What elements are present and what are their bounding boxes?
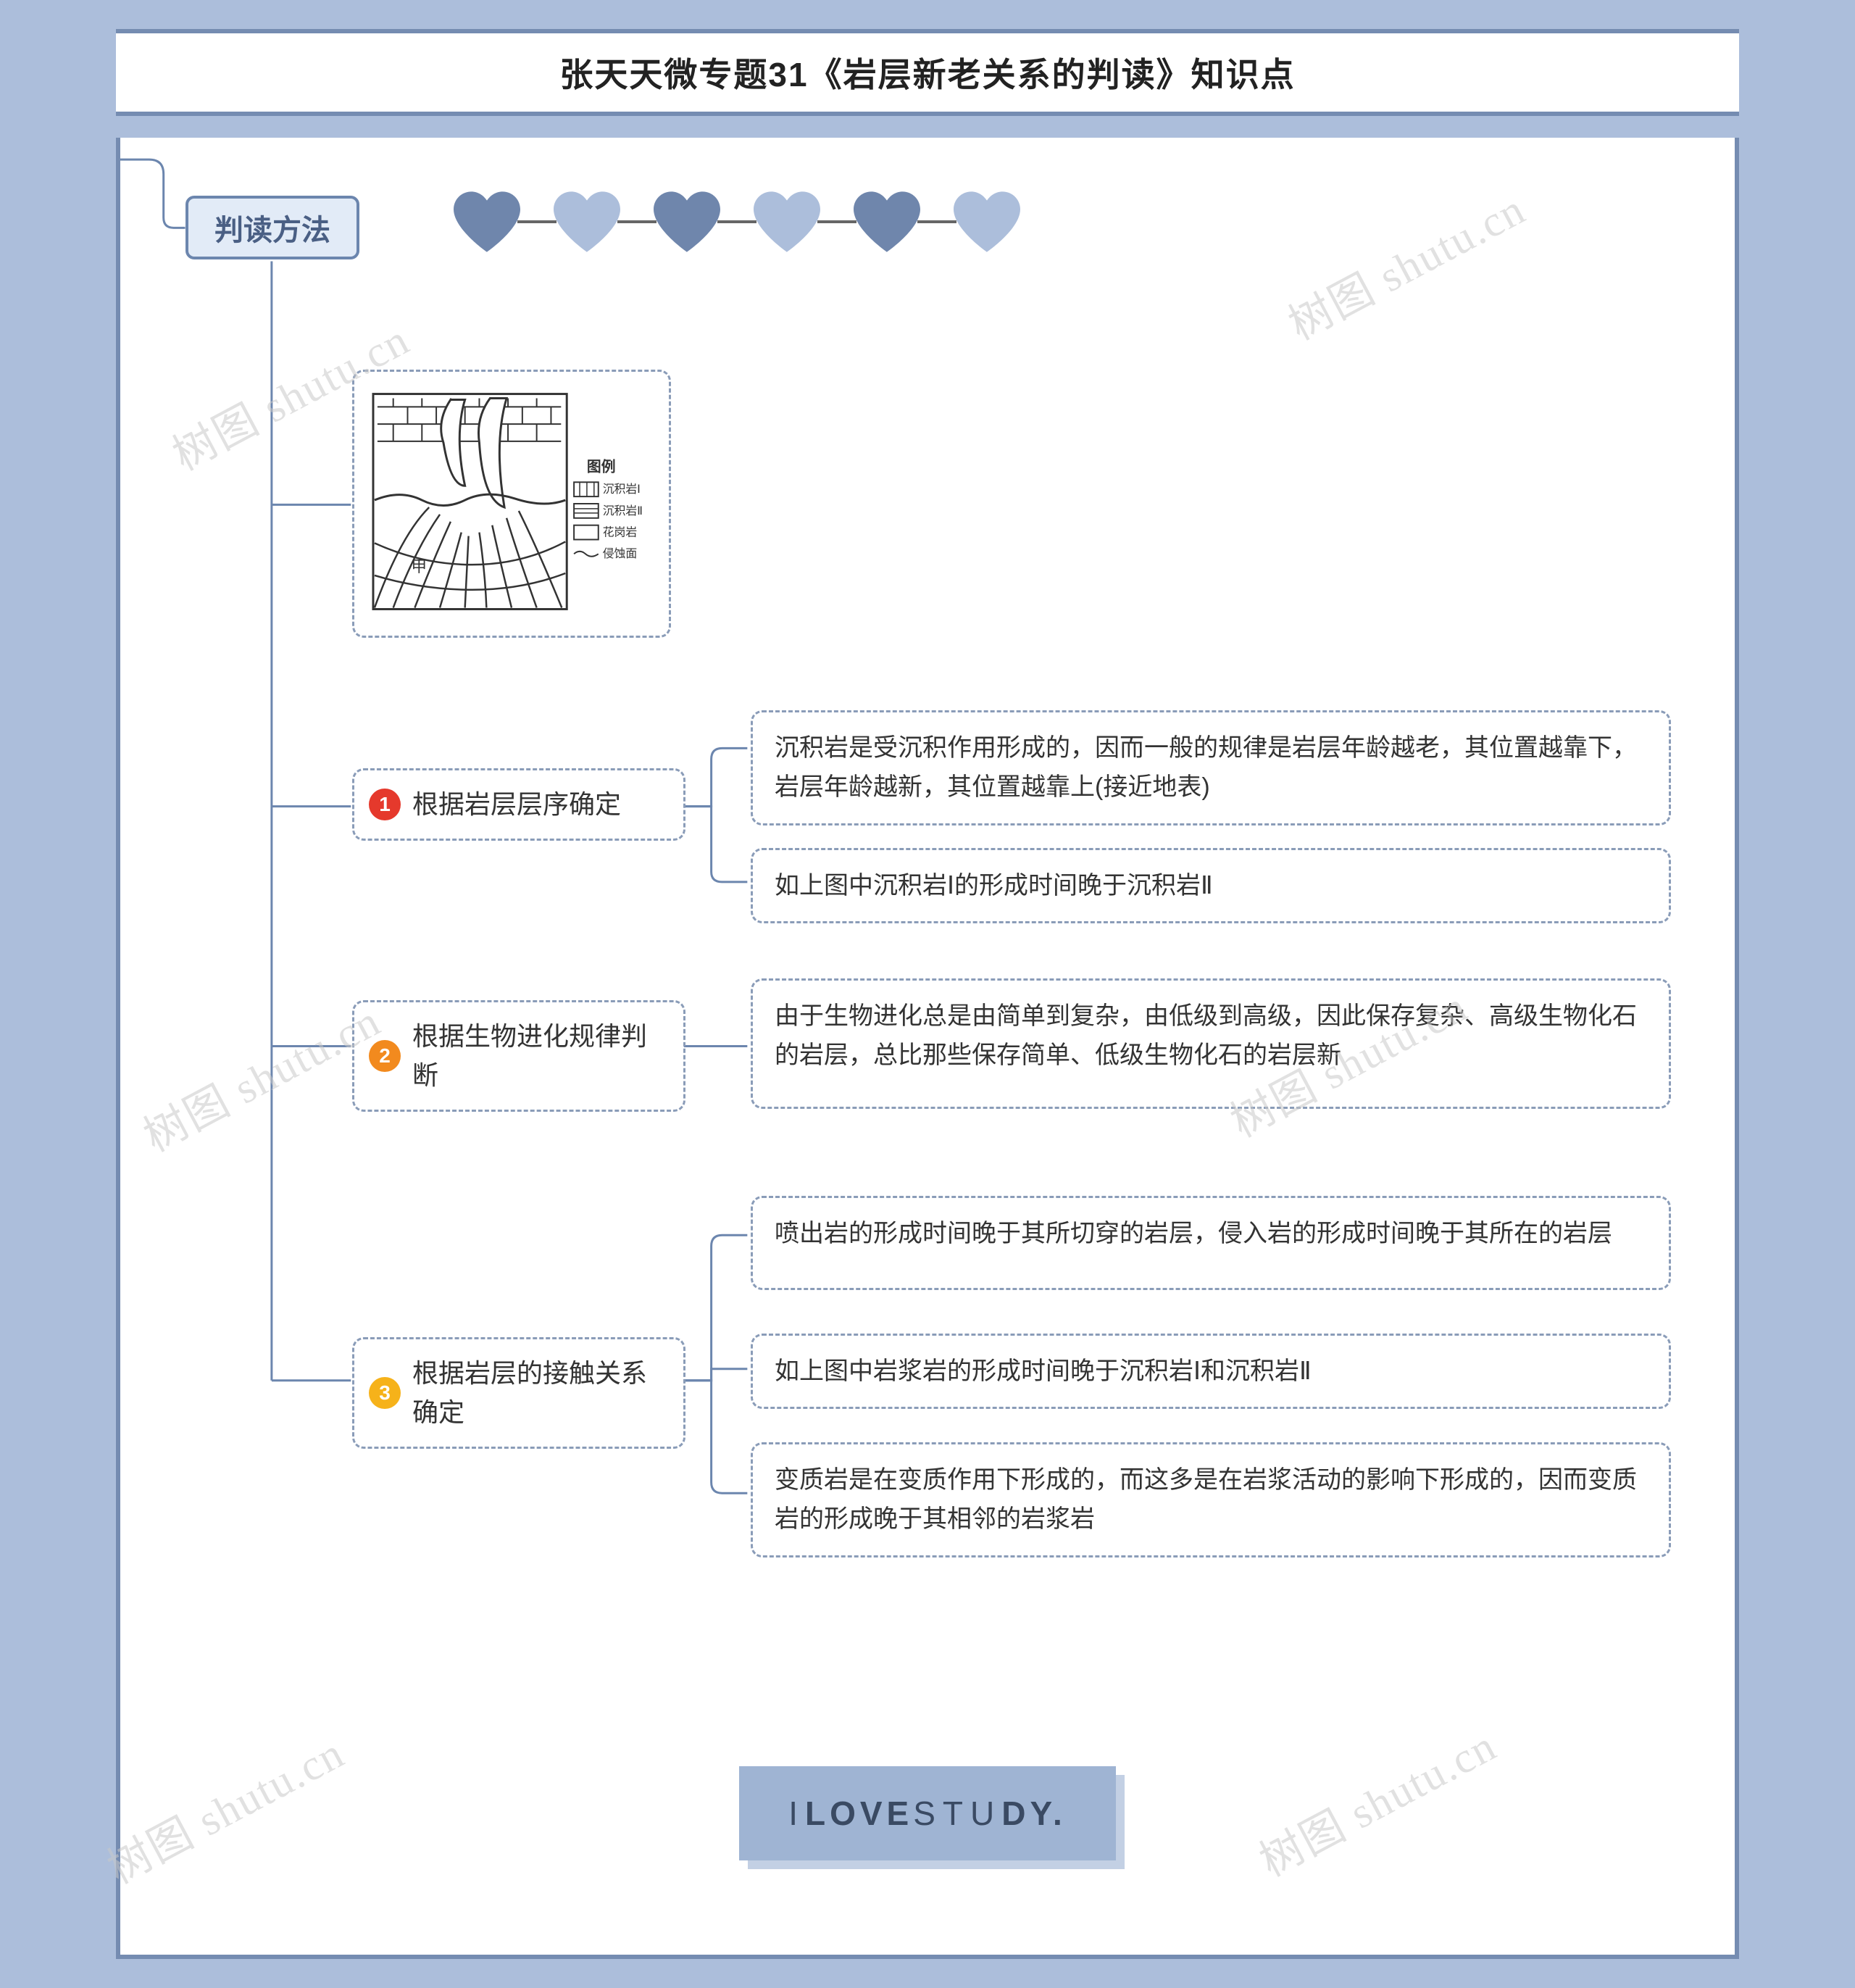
method-label: 根据岩层层序确定 <box>412 785 621 824</box>
page-title: 张天天微专题31《岩层新老关系的判读》知识点 <box>559 49 1295 96</box>
footer-text-3: STU <box>913 1794 1001 1833</box>
heart-icon <box>854 191 920 252</box>
heart-dash <box>817 220 856 223</box>
method-node-2: 2 根据生物进化规律判断 <box>352 1000 685 1112</box>
svg-text:侵蚀面: 侵蚀面 <box>603 547 637 560</box>
header-bar: 张天天微专题31《岩层新老关系的判读》知识点 <box>116 29 1739 116</box>
geo-diagram: 甲 图例 沉积岩Ⅰ 沉积岩Ⅱ 花岗岩 侵蚀面 <box>372 391 651 616</box>
canvas: 判读方法 <box>116 138 1739 1959</box>
geo-label-jia: 甲 <box>411 557 427 575</box>
svg-text:花岗岩: 花岗岩 <box>603 526 637 539</box>
svg-text:沉积岩Ⅰ: 沉积岩Ⅰ <box>603 483 641 496</box>
footer-badge: I LOVE STUDY. <box>739 1766 1116 1860</box>
heart-dash <box>617 220 656 223</box>
heart-icon <box>554 191 620 252</box>
corner-tl <box>80 29 112 61</box>
method-badge-3: 3 <box>369 1377 401 1409</box>
corner-tr <box>1743 29 1775 61</box>
footer-text-4: DY. <box>1001 1794 1067 1833</box>
method-node-1: 1 根据岩层层序确定 <box>352 768 685 841</box>
detail-node-3-1: 如上图中岩浆岩的形成时间晚于沉积岩Ⅰ和沉积岩Ⅱ <box>751 1334 1671 1409</box>
heart-icon <box>754 191 820 252</box>
method-label: 根据岩层的接触关系确定 <box>412 1354 663 1432</box>
heart-icon <box>954 191 1020 252</box>
svg-text:沉积岩Ⅱ: 沉积岩Ⅱ <box>603 504 643 517</box>
detail-node-2-0: 由于生物进化总是由简单到复杂，由低级到高级，因此保存复杂、高级生物化石的岩层，总… <box>751 978 1671 1109</box>
legend-title: 图例 <box>587 458 616 475</box>
method-label: 根据生物进化规律判断 <box>412 1017 663 1095</box>
detail-node-1-1: 如上图中沉积岩Ⅰ的形成时间晚于沉积岩Ⅱ <box>751 848 1671 923</box>
outer-frame: 张天天微专题31《岩层新老关系的判读》知识点 <box>0 0 1855 1988</box>
geo-diagram-node: 甲 图例 沉积岩Ⅰ 沉积岩Ⅱ 花岗岩 侵蚀面 <box>352 370 671 638</box>
footer-text-1: I <box>788 1794 805 1833</box>
method-badge-2: 2 <box>369 1040 401 1072</box>
heart-dash <box>517 220 556 223</box>
root-node: 判读方法 <box>186 196 359 259</box>
detail-node-3-2: 变质岩是在变质作用下形成的，而这多是在岩浆活动的影响下形成的，因而变质岩的形成晚… <box>751 1442 1671 1557</box>
detail-node-3-0: 喷出岩的形成时间晚于其所切穿的岩层，侵入岩的形成时间晚于其所在的岩层 <box>751 1196 1671 1290</box>
method-node-3: 3 根据岩层的接触关系确定 <box>352 1337 685 1449</box>
heart-dash <box>717 220 756 223</box>
detail-node-1-0: 沉积岩是受沉积作用形成的，因而一般的规律是岩层年龄越老，其位置越靠下，岩层年龄越… <box>751 710 1671 825</box>
root-label: 判读方法 <box>214 207 330 249</box>
heart-icon <box>454 191 520 252</box>
method-badge-1: 1 <box>369 789 401 820</box>
heart-dash <box>917 220 956 223</box>
legend: 沉积岩Ⅰ 沉积岩Ⅱ 花岗岩 侵蚀面 <box>574 482 643 560</box>
heart-icon <box>654 191 720 252</box>
footer-text-2: LOVE <box>805 1794 913 1833</box>
hearts-decoration <box>454 191 1020 252</box>
